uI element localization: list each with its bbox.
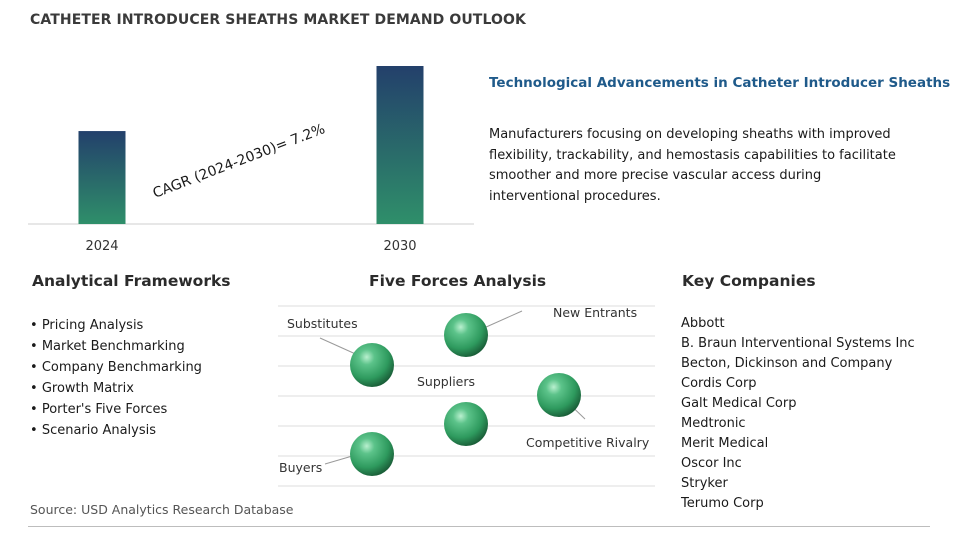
competitive-rivalry-label: Competitive Rivalry (526, 435, 650, 450)
buyers-label: Buyers (279, 460, 322, 475)
company-item: Galt Medical Corp (681, 396, 797, 411)
framework-item: Scenario Analysis (30, 420, 202, 441)
company-item: Merit Medical (681, 436, 769, 451)
buyers-ball (350, 432, 394, 476)
new-entrants-label: New Entrants (553, 305, 637, 320)
company-item: Abbott (681, 316, 725, 331)
company-item: Terumo Corp (681, 496, 764, 511)
bottom-divider (28, 526, 930, 527)
insight-title: Technological Advancements in Catheter I… (489, 75, 951, 91)
company-item: B. Braun Interventional Systems Inc (681, 336, 915, 351)
company-item: Becton, Dickinson and Company (681, 356, 893, 371)
companies-title: Key Companies (682, 272, 816, 290)
suppliers-label: Suppliers (417, 374, 475, 389)
substitutes-ball (350, 343, 394, 387)
substitutes-connector (319, 337, 361, 357)
bar-2024 (78, 131, 126, 224)
company-item: Oscor Inc (681, 456, 742, 471)
substitutes-label: Substitutes (287, 316, 358, 331)
frameworks-list: Pricing Analysis Market Benchmarking Com… (30, 315, 202, 441)
competitive-rivalry-ball (537, 373, 581, 417)
company-item: Medtronic (681, 416, 746, 431)
x-tick-label: 2030 (383, 239, 416, 254)
bar-2030 (376, 66, 424, 224)
framework-item: Pricing Analysis (30, 315, 202, 336)
suppliers-ball (444, 402, 488, 446)
companies-list: Abbott B. Braun Interventional Systems I… (681, 314, 915, 514)
page-title: CATHETER INTRODUCER SHEATHS MARKET DEMAN… (30, 12, 526, 28)
framework-item: Porter's Five Forces (30, 399, 202, 420)
framework-item: Market Benchmarking (30, 336, 202, 357)
five-forces-title: Five Forces Analysis (369, 272, 547, 290)
company-item: Cordis Corp (681, 376, 757, 391)
market-bar-chart: 2024 2030 CAGR (2024-2030)= 7.2% (28, 66, 474, 254)
framework-item: Growth Matrix (30, 378, 202, 399)
insight-text: Manufacturers focusing on developing she… (489, 127, 896, 204)
x-tick-label: 2024 (85, 239, 118, 254)
source-note: Source: USD Analytics Research Database (30, 502, 294, 517)
company-item: Stryker (681, 476, 728, 491)
framework-item: Company Benchmarking (30, 357, 202, 378)
frameworks-title: Analytical Frameworks (32, 272, 231, 290)
new-entrants-ball (444, 313, 488, 357)
